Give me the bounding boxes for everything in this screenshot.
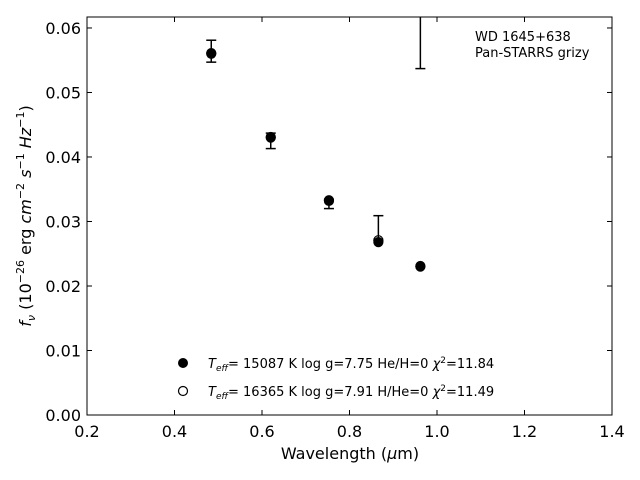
plot-frame bbox=[86, 16, 613, 416]
y-tick-label: 0.00 bbox=[45, 406, 81, 425]
y-tick-label: 0.02 bbox=[45, 277, 81, 296]
model-point-open bbox=[265, 131, 276, 143]
x-axis-title: Wavelength (μm) bbox=[281, 444, 419, 463]
x-tick-label: 0.2 bbox=[74, 422, 99, 441]
model-point-open bbox=[206, 48, 217, 59]
x-tick-label: 0.6 bbox=[249, 422, 274, 441]
legend-marker-open bbox=[177, 385, 189, 397]
model-point-open bbox=[415, 260, 426, 272]
y-tick-label: 0.01 bbox=[45, 341, 81, 360]
data-marks bbox=[206, 17, 426, 272]
model-point-open bbox=[323, 195, 335, 206]
annotation-object-name: WD 1645+638 bbox=[475, 30, 571, 45]
y-tick-label: 0.06 bbox=[45, 19, 81, 38]
legend: Teff= 15087 K log g=7.75 He/H=0 χ2=11.84… bbox=[177, 356, 494, 402]
y-axis-ticks: 0.00 0.01 0.02 0.03 0.04 0.05 0.06 bbox=[45, 19, 612, 425]
y-axis-title: fν (10−26 erg cm−2 s−1 Hz−1) bbox=[14, 105, 38, 326]
y-tick-label: 0.05 bbox=[45, 83, 81, 102]
x-tick-label: 0.8 bbox=[337, 422, 362, 441]
legend-label-1: Teff= 15087 K log g=7.75 He/H=0 χ2=11.84 bbox=[208, 356, 494, 374]
x-tick-label: 1.4 bbox=[599, 422, 624, 441]
y-tick-label: 0.04 bbox=[45, 148, 81, 167]
x-tick-label: 1.2 bbox=[512, 422, 537, 441]
model-point-open bbox=[373, 235, 384, 246]
x-tick-label: 1.0 bbox=[424, 422, 449, 441]
x-tick-label: 0.4 bbox=[162, 422, 187, 441]
legend-marker-filled bbox=[178, 358, 188, 368]
legend-label-2: Teff= 16365 K log g=7.91 H/He=0 χ2=11.49 bbox=[208, 384, 494, 402]
y-tick-label: 0.03 bbox=[45, 212, 81, 231]
x-axis-ticks: 0.2 0.4 0.6 0.8 1.0 1.2 1.4 bbox=[74, 17, 625, 441]
annotation-survey: Pan-STARRS grizy bbox=[475, 46, 590, 61]
